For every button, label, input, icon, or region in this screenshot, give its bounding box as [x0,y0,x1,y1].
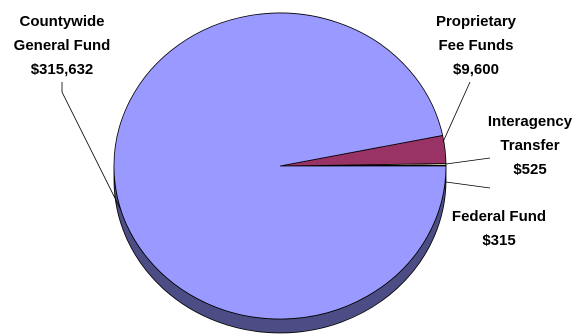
label-countywide-value: $315,632 [31,61,94,78]
label-federal-value: $315 [482,232,515,249]
leader-line-interagency [445,157,491,165]
leader-line-countywide [61,82,122,211]
label-federal-line1: Federal Fund [452,208,546,225]
leader-line-proprietary [442,81,471,143]
label-countywide-line2: General Fund [14,37,111,54]
label-interagency-value: $525 [513,161,546,178]
slice-labels: Countywide General Fund $315,632 Proprie… [14,13,573,249]
label-interagency-line2: Transfer [500,137,559,154]
leader-line-federal [445,181,491,189]
label-proprietary-value: $9,600 [453,61,499,78]
label-proprietary-line1: Proprietary [436,13,517,30]
pie-slices [113,12,447,320]
label-countywide-line1: Countywide [20,13,105,30]
leader-lines [61,81,491,211]
label-proprietary-line2: Fee Funds [438,37,513,54]
slice-countywide-general-fund [113,12,447,320]
label-interagency-line1: Interagency [488,113,573,130]
